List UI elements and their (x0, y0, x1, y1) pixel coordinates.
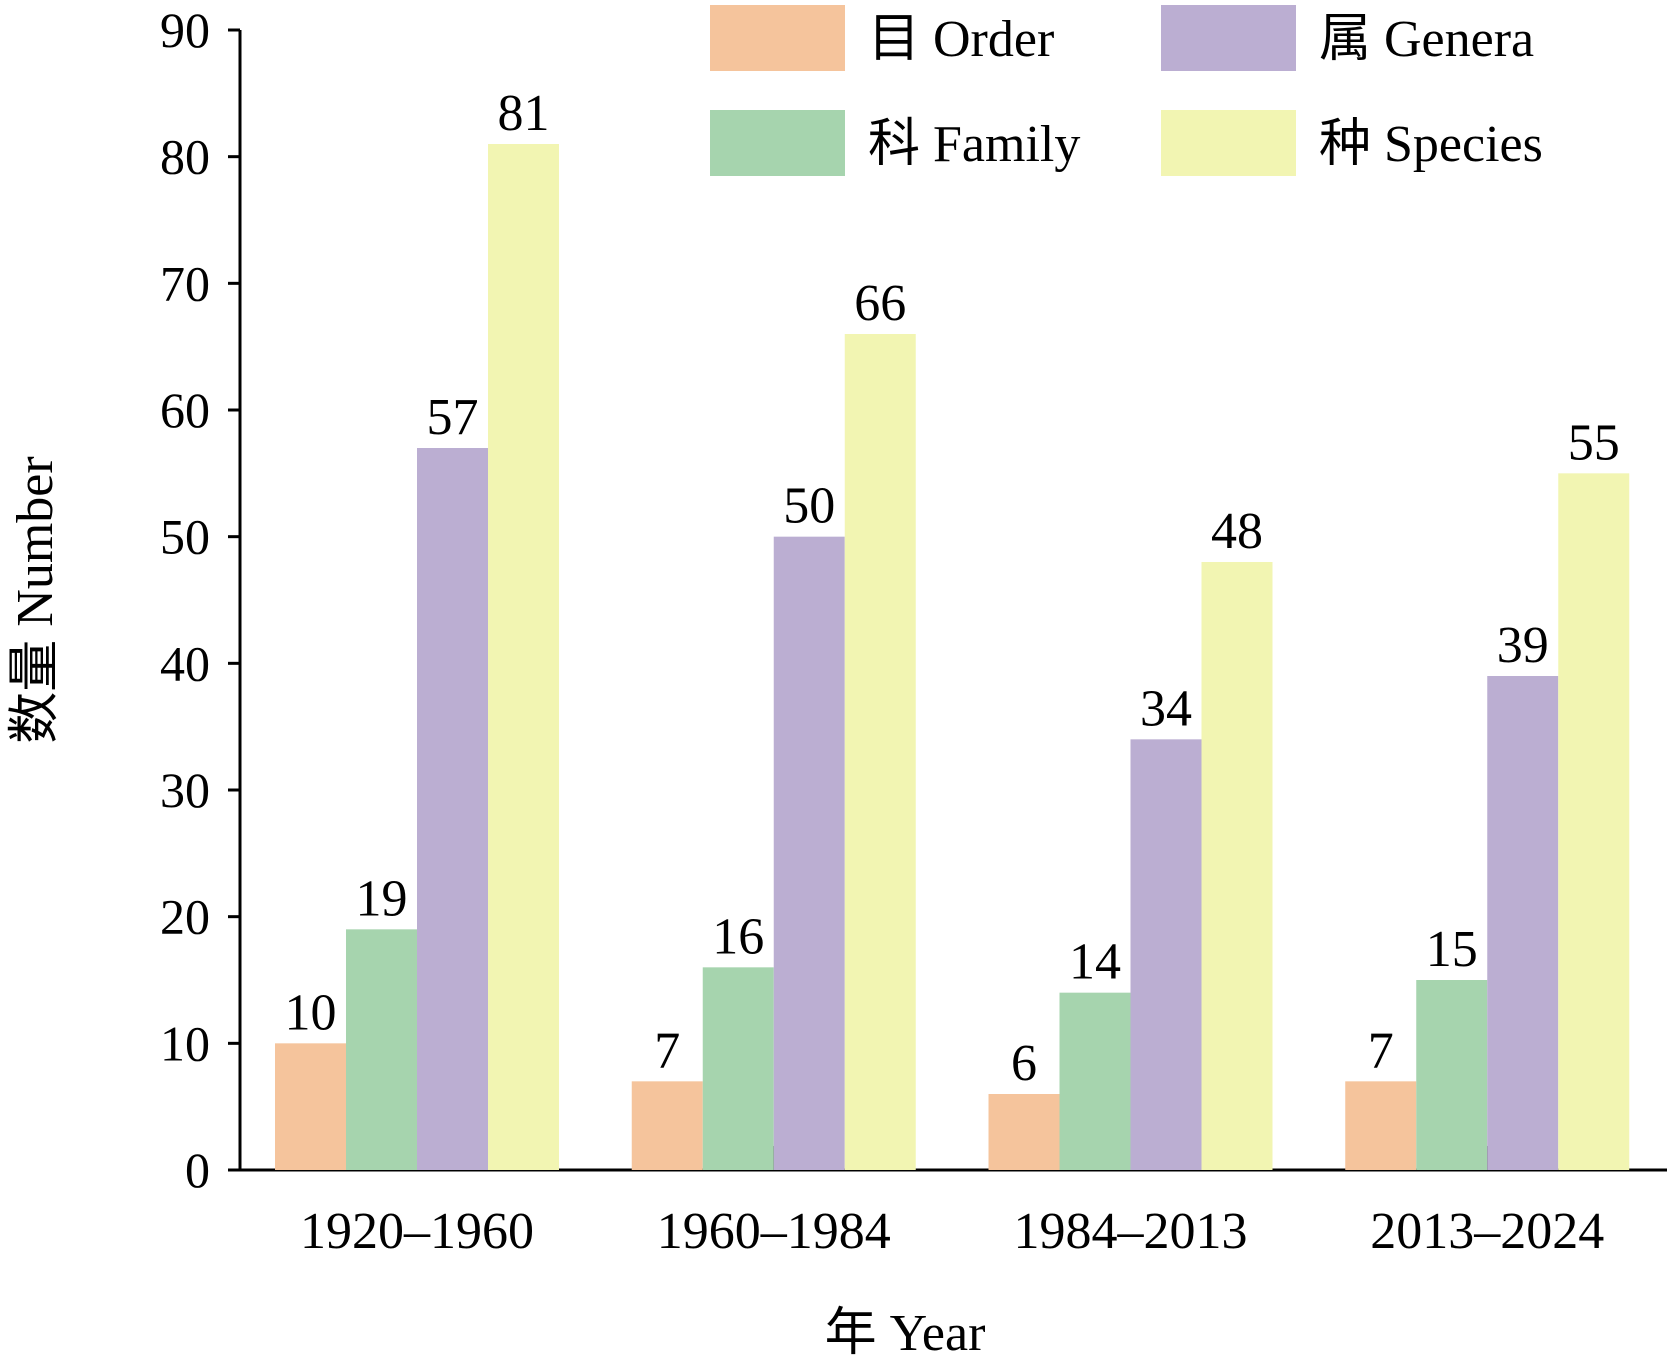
legend-swatch (1161, 5, 1296, 71)
data-label: 19 (356, 870, 408, 927)
x-tick-label: 1960–1984 (657, 1203, 891, 1260)
y-tick-label: 20 (160, 889, 210, 945)
data-label: 14 (1069, 934, 1121, 991)
data-label: 7 (1368, 1022, 1394, 1079)
bar (1345, 1081, 1417, 1170)
y-tick-label: 80 (160, 129, 210, 185)
data-label: 6 (1011, 1035, 1037, 1092)
bar (631, 1081, 703, 1170)
legend-swatch (710, 110, 845, 176)
y-axis-label: 数量 Number (7, 456, 64, 743)
bar (702, 967, 774, 1170)
legend-label: 目 Order (868, 11, 1054, 68)
bar (1059, 992, 1131, 1170)
data-label: 81 (498, 85, 550, 142)
data-label: 50 (783, 478, 835, 535)
legend-label: 种 Species (1319, 116, 1543, 173)
legend-label: 科 Family (868, 116, 1080, 173)
y-tick-label: 0 (185, 1142, 210, 1198)
y-tick-label: 50 (160, 509, 210, 565)
bar (488, 144, 559, 1170)
x-tick-label: 1984–2013 (1014, 1203, 1248, 1260)
bar (1558, 473, 1630, 1170)
bar (988, 1094, 1060, 1170)
bar (844, 334, 916, 1170)
y-tick-label: 10 (160, 1015, 210, 1071)
x-tick-label: 2013–2024 (1370, 1203, 1604, 1260)
legend-label: 属 Genera (1319, 11, 1534, 68)
y-tick-label: 60 (160, 382, 210, 438)
y-tick-label: 40 (160, 635, 210, 691)
data-label: 48 (1211, 503, 1263, 560)
x-tick-label: 1920–1960 (300, 1203, 534, 1260)
data-label: 66 (854, 275, 906, 332)
legend: 目 Order 科 Family 属 Genera 种 Species (710, 5, 1543, 176)
bar (1487, 676, 1559, 1170)
bar (346, 929, 417, 1170)
y-tick-label: 90 (160, 2, 210, 58)
data-label: 57 (427, 389, 479, 446)
data-label: 34 (1140, 680, 1192, 737)
bar (417, 448, 488, 1170)
data-label: 15 (1426, 921, 1478, 978)
legend-swatch (1161, 110, 1296, 176)
bar (773, 536, 845, 1170)
x-axis-label: 年 Year (825, 1305, 986, 1362)
legend-swatch (710, 5, 845, 71)
data-label: 10 (285, 984, 337, 1041)
y-tick-label: 30 (160, 762, 210, 818)
bars (275, 144, 1630, 1170)
bar (1130, 739, 1202, 1170)
x-ticks: 1920–1960 1960–1984 1984–2013 2013–2024 (300, 1146, 1604, 1260)
data-label: 16 (712, 908, 764, 965)
y-tick-label: 70 (160, 255, 210, 311)
y-ticks: 0 10 20 30 40 50 60 70 80 90 (160, 2, 240, 1198)
data-label: 39 (1497, 617, 1549, 674)
data-label: 7 (654, 1022, 680, 1079)
bar (1416, 980, 1488, 1170)
bar (1201, 562, 1273, 1170)
bar (275, 1043, 346, 1170)
data-label: 55 (1568, 414, 1620, 471)
